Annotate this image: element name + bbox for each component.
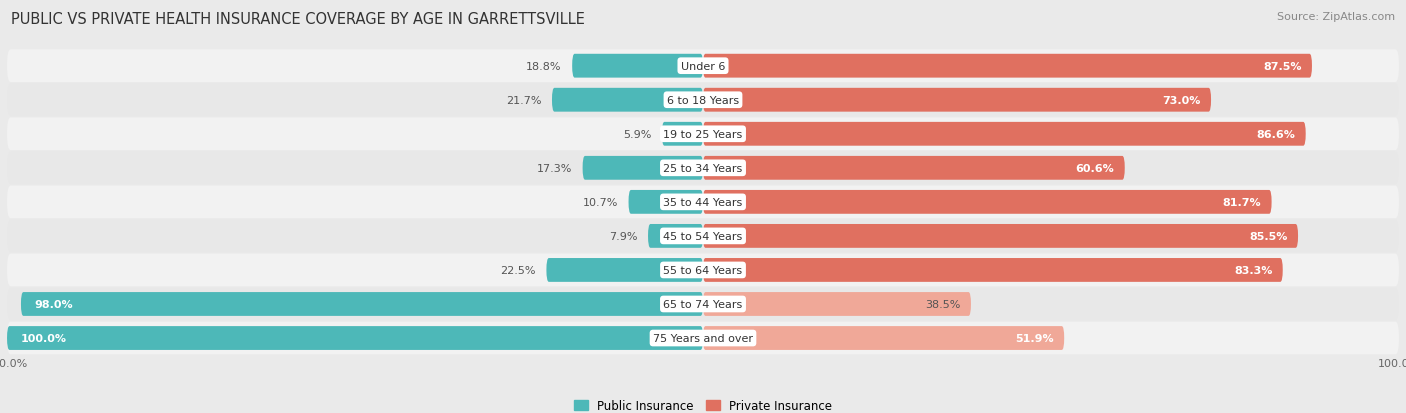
FancyBboxPatch shape [662,123,703,146]
Text: 21.7%: 21.7% [506,95,541,105]
Text: 6 to 18 Years: 6 to 18 Years [666,95,740,105]
Text: 85.5%: 85.5% [1250,231,1288,241]
Text: 17.3%: 17.3% [537,164,572,173]
FancyBboxPatch shape [648,224,703,248]
Text: 10.7%: 10.7% [582,197,619,207]
Text: 100.0%: 100.0% [21,333,67,343]
FancyBboxPatch shape [7,322,1399,354]
FancyBboxPatch shape [547,259,703,282]
FancyBboxPatch shape [21,292,703,316]
Text: 22.5%: 22.5% [501,265,536,275]
FancyBboxPatch shape [7,118,1399,151]
Text: 55 to 64 Years: 55 to 64 Years [664,265,742,275]
FancyBboxPatch shape [7,186,1399,218]
FancyBboxPatch shape [7,152,1399,185]
FancyBboxPatch shape [7,84,1399,117]
Text: 5.9%: 5.9% [623,129,651,140]
FancyBboxPatch shape [582,157,703,180]
Text: 81.7%: 81.7% [1223,197,1261,207]
Text: 38.5%: 38.5% [925,299,960,309]
Text: Under 6: Under 6 [681,62,725,71]
FancyBboxPatch shape [703,259,1282,282]
FancyBboxPatch shape [553,89,703,112]
Text: 98.0%: 98.0% [35,299,73,309]
Text: 83.3%: 83.3% [1234,265,1272,275]
FancyBboxPatch shape [703,123,1306,146]
Text: 19 to 25 Years: 19 to 25 Years [664,129,742,140]
Text: 65 to 74 Years: 65 to 74 Years [664,299,742,309]
FancyBboxPatch shape [703,190,1271,214]
Legend: Public Insurance, Private Insurance: Public Insurance, Private Insurance [569,394,837,413]
FancyBboxPatch shape [703,89,1211,112]
FancyBboxPatch shape [7,50,1399,83]
FancyBboxPatch shape [703,224,1298,248]
FancyBboxPatch shape [628,190,703,214]
FancyBboxPatch shape [7,220,1399,253]
FancyBboxPatch shape [7,326,703,350]
Text: 18.8%: 18.8% [526,62,562,71]
Text: 75 Years and over: 75 Years and over [652,333,754,343]
Text: 25 to 34 Years: 25 to 34 Years [664,164,742,173]
Text: 86.6%: 86.6% [1257,129,1295,140]
Text: 35 to 44 Years: 35 to 44 Years [664,197,742,207]
Text: Source: ZipAtlas.com: Source: ZipAtlas.com [1277,12,1395,22]
Text: 73.0%: 73.0% [1163,95,1201,105]
FancyBboxPatch shape [7,254,1399,287]
Text: 7.9%: 7.9% [609,231,637,241]
FancyBboxPatch shape [703,157,1125,180]
Text: PUBLIC VS PRIVATE HEALTH INSURANCE COVERAGE BY AGE IN GARRETTSVILLE: PUBLIC VS PRIVATE HEALTH INSURANCE COVER… [11,12,585,27]
Text: 60.6%: 60.6% [1076,164,1115,173]
Text: 45 to 54 Years: 45 to 54 Years [664,231,742,241]
FancyBboxPatch shape [572,55,703,78]
FancyBboxPatch shape [703,292,972,316]
FancyBboxPatch shape [7,288,1399,320]
Text: 87.5%: 87.5% [1263,62,1302,71]
Text: 51.9%: 51.9% [1015,333,1053,343]
FancyBboxPatch shape [703,326,1064,350]
FancyBboxPatch shape [703,55,1312,78]
